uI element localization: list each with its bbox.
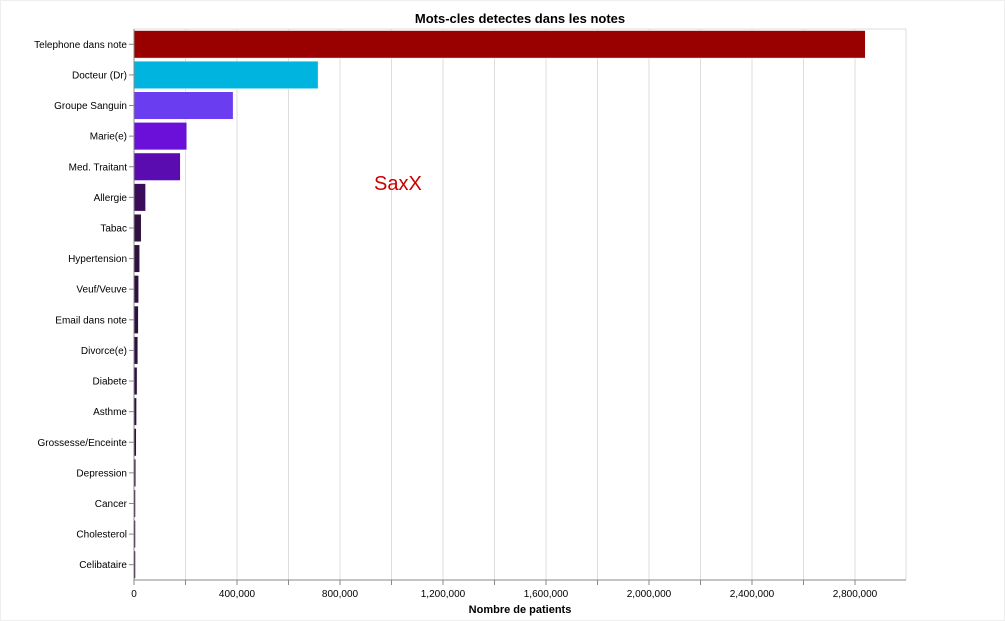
y-tick-label: Depression xyxy=(76,468,127,479)
bar xyxy=(133,91,234,120)
watermark-text: SaxX xyxy=(374,173,422,195)
bar xyxy=(133,305,139,334)
y-tick-label: Marie(e) xyxy=(90,132,127,143)
bars xyxy=(133,30,866,579)
x-tick-label: 2,000,000 xyxy=(627,589,672,600)
y-tick-label: Celibataire xyxy=(79,560,127,571)
bar xyxy=(133,183,146,212)
y-tick-label: Veuf/Veuve xyxy=(76,285,127,296)
x-tick-label: 800,000 xyxy=(322,589,359,600)
bar xyxy=(133,60,319,89)
x-tick-label: 2,800,000 xyxy=(833,589,878,600)
bar xyxy=(133,122,188,151)
bar xyxy=(133,152,181,181)
y-tick-label: Cancer xyxy=(95,499,128,510)
x-tick-label: 1,200,000 xyxy=(421,589,466,600)
bar xyxy=(133,30,866,59)
x-tick-label: 1,600,000 xyxy=(524,589,569,600)
y-tick-label: Email dans note xyxy=(55,315,127,326)
bar xyxy=(133,336,139,365)
x-tick-label: 0 xyxy=(131,589,137,600)
y-tick-label: Docteur (Dr) xyxy=(72,70,127,81)
y-tick-label: Asthme xyxy=(93,407,127,418)
chart-title: Mots-cles detectes dans les notes xyxy=(415,11,625,26)
x-tick-label: 2,400,000 xyxy=(730,589,775,600)
y-tick-label: Grossesse/Enceinte xyxy=(38,438,128,449)
y-axis: Telephone dans note Docteur (Dr) Groupe Sa… xyxy=(34,29,135,580)
bar xyxy=(133,244,140,273)
y-tick-label: Cholesterol xyxy=(76,530,127,541)
bar xyxy=(133,213,142,242)
grid-lines xyxy=(134,28,907,580)
y-tick-label: Groupe Sanguin xyxy=(54,101,127,112)
y-tick-label: Diabete xyxy=(93,377,128,388)
y-tick-label: Tabac xyxy=(100,223,127,234)
y-tick-label: Med. Traitant xyxy=(69,162,128,173)
x-axis-label: Nombre de patients xyxy=(469,604,572,616)
x-axis: 0 400,000 800,000 1,200,000 1,600,000 2,000,0… xyxy=(131,579,906,600)
bar xyxy=(133,275,139,304)
y-tick-label: Allergie xyxy=(94,193,128,204)
x-tick-label: 400,000 xyxy=(219,589,256,600)
y-tick-label: Divorce(e) xyxy=(81,346,127,357)
y-tick-label: Hypertension xyxy=(68,254,127,265)
y-tick-label: Telephone dans note xyxy=(34,40,127,51)
